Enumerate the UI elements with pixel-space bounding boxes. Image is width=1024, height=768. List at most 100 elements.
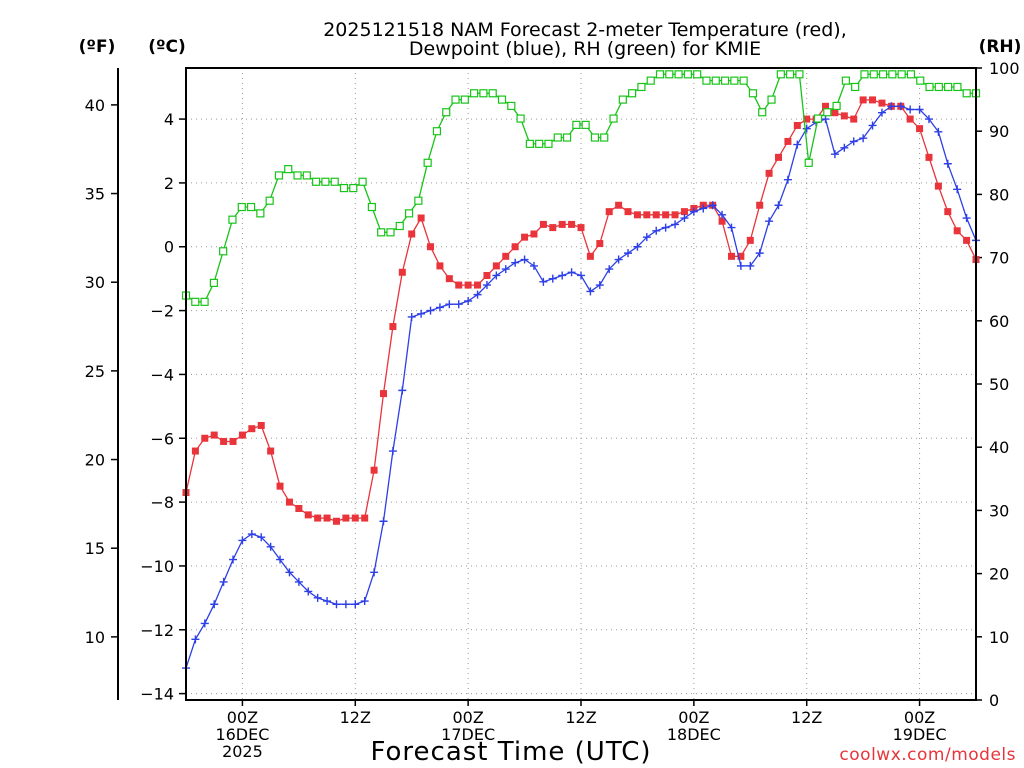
dewpoint-point: [577, 271, 585, 280]
dewpoint-point: [417, 309, 426, 318]
temperature-point: [398, 268, 406, 276]
rh-point: [823, 108, 832, 117]
series-layer: [181, 70, 981, 673]
temperature-point: [285, 498, 293, 506]
dewpoint-point: [482, 281, 491, 290]
celsius-tick-label: 2: [164, 174, 174, 193]
rh-point: [339, 183, 349, 193]
rh-point: [590, 133, 600, 142]
temperature-point: [765, 169, 773, 177]
rh-point: [962, 89, 971, 98]
celsius-tick-label: 4: [164, 110, 174, 129]
temperature-point: [276, 482, 284, 490]
rh-point: [581, 120, 590, 129]
dewpoint-point: [962, 214, 971, 223]
dewpoint-point: [699, 204, 708, 213]
rh-point: [460, 95, 469, 104]
x-tick-label: 19DEC: [893, 725, 947, 744]
temperature-point: [859, 96, 867, 104]
rh-point: [562, 133, 572, 142]
rh-point: [637, 82, 646, 92]
temperature-point: [229, 437, 237, 445]
temperature-point: [737, 252, 745, 260]
dewpoint-point: [830, 150, 839, 159]
rh-point: [888, 70, 897, 79]
rh-point: [860, 70, 869, 79]
dewpoint-point: [501, 265, 510, 274]
rh-tick-label: 50: [989, 375, 1009, 394]
x-axis-title: Forecast Time (UTC): [370, 737, 651, 767]
rh-point: [386, 228, 395, 237]
temperature-point: [850, 115, 858, 123]
rh-point: [442, 108, 451, 117]
rh-point: [925, 82, 934, 92]
rh-point: [497, 95, 507, 104]
temperature-point: [332, 517, 340, 525]
temperature-point: [558, 220, 566, 228]
dewpoint-point: [257, 533, 266, 542]
temperature-point: [314, 514, 322, 522]
dewpoint-point: [511, 258, 520, 267]
rh-point: [944, 82, 953, 92]
dewpoint-point: [906, 105, 915, 114]
rh-point: [367, 202, 376, 212]
rh-point: [349, 183, 358, 193]
dewpoint-point: [379, 517, 388, 526]
fahrenheit-tick-label: 30: [85, 273, 105, 292]
dewpoint-point: [896, 102, 905, 111]
title-line-2: Dewpoint (blue), RH (green) for KMIE: [409, 38, 761, 60]
temperature-point: [869, 96, 877, 104]
dewpoint-point: [718, 210, 727, 219]
dewpoint-point: [200, 619, 209, 628]
dewpoint-point: [238, 536, 247, 545]
temperature-point: [257, 421, 265, 429]
x-tick-label: 12Z: [565, 708, 596, 727]
dewpoint-point: [266, 542, 275, 551]
temperature-point: [191, 447, 199, 455]
grid-lines: [186, 68, 976, 700]
rh-point: [711, 76, 720, 85]
rh-point: [284, 165, 293, 174]
rh-point: [739, 76, 748, 85]
temperature-point: [577, 224, 585, 232]
temperature-point: [201, 434, 209, 442]
rh-point: [293, 171, 302, 180]
temperature-point: [643, 211, 651, 219]
temperature-point: [511, 243, 519, 251]
rh-unit-label: (RH): [979, 37, 1022, 57]
rh-point: [265, 196, 274, 205]
dewpoint-point: [793, 140, 802, 149]
rh-point: [609, 114, 618, 123]
temperature-point: [380, 390, 387, 398]
dewpoint-point: [624, 249, 633, 258]
temperature-point: [427, 243, 435, 251]
temperature-point: [521, 233, 529, 241]
temperature-point: [295, 504, 303, 512]
dewpoint-point: [633, 242, 642, 251]
rh-point: [479, 89, 488, 98]
rh-tick-label: 90: [989, 122, 1009, 141]
dewpoint-point: [407, 312, 416, 321]
dewpoint-point: [388, 447, 397, 456]
rh-tick-label: 100: [989, 59, 1020, 78]
dewpoint-point: [774, 201, 783, 210]
temperature-point: [370, 466, 378, 474]
dewpoint-point: [859, 134, 868, 143]
rh-point: [813, 114, 823, 123]
dewpoint-point: [567, 268, 576, 277]
celsius-tick-label: 0: [164, 238, 174, 257]
temperature-point: [831, 109, 839, 117]
dewpoint-point: [304, 587, 313, 596]
temperature-point: [530, 230, 538, 238]
temperature-point: [615, 201, 623, 209]
rh-point: [525, 139, 534, 148]
dewpoint-point: [849, 137, 858, 146]
temperature-point: [784, 137, 792, 145]
rh-point: [804, 158, 813, 167]
temperature-point: [483, 271, 491, 279]
dewpoint-point: [661, 223, 670, 232]
dewpoint-point: [915, 105, 924, 114]
temperature-point: [389, 323, 397, 331]
dewpoint-point: [605, 265, 614, 274]
